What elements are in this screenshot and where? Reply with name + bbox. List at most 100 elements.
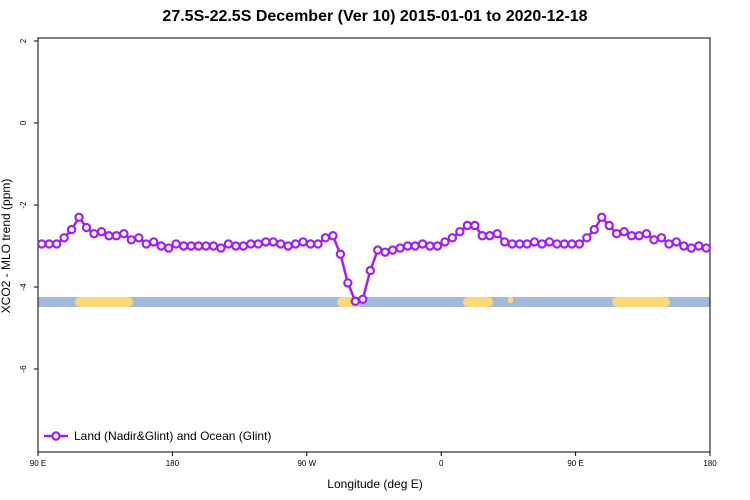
data-point: [37, 239, 47, 249]
data-point: [425, 241, 435, 251]
data-point: [305, 239, 316, 249]
data-point: [432, 241, 443, 251]
y-tick-label: -4: [19, 283, 28, 291]
x-tick-label: 90 E: [567, 459, 583, 468]
data-point: [499, 237, 510, 247]
data-point: [208, 241, 219, 251]
data-point: [402, 241, 413, 251]
surface-band: [38, 297, 710, 307]
data-point: [507, 239, 517, 249]
data-point: [358, 294, 368, 304]
data-point: [485, 231, 495, 241]
data-point: [313, 239, 323, 249]
data-point: [522, 239, 532, 249]
legend-marker: [51, 431, 61, 441]
data-point: [611, 228, 622, 239]
data-point: [671, 237, 682, 247]
data-point: [261, 237, 271, 247]
data-point: [417, 239, 428, 249]
data-point: [343, 278, 353, 288]
data-point: [649, 235, 659, 245]
data-point: [268, 237, 278, 247]
data-point: [186, 241, 196, 251]
data-point: [492, 228, 502, 239]
data-point: [126, 235, 137, 245]
data-point: [149, 237, 159, 247]
data-point: [455, 226, 465, 237]
data-point: [298, 237, 308, 247]
data-point: [567, 239, 577, 249]
land-segment: [508, 297, 513, 303]
data-point: [216, 243, 226, 253]
data-point: [470, 220, 480, 231]
data-point: [111, 231, 122, 241]
data-point: [641, 228, 652, 239]
data-point: [163, 243, 174, 253]
data-point: [373, 245, 383, 255]
legend: Land (Nadir&Glint) and Ocean (Glint): [44, 429, 271, 443]
data-point: [141, 239, 151, 249]
data-point: [679, 241, 689, 251]
y-tick-label: 0: [19, 120, 28, 125]
data-point: [335, 249, 346, 259]
data-point: [514, 239, 525, 249]
data-point: [477, 231, 487, 241]
y-tick-label: 2: [19, 38, 28, 43]
data-point: [574, 239, 585, 249]
legend-label: Land (Nadir&Glint) and Ocean (Glint): [74, 429, 271, 443]
data-point: [440, 237, 450, 247]
x-tick-label: 180: [166, 459, 180, 468]
land-segment: [612, 297, 670, 307]
data-point: [410, 241, 420, 251]
data-point: [656, 233, 667, 243]
land-segment: [75, 297, 133, 307]
data-point: [275, 239, 286, 249]
data-point: [283, 241, 293, 251]
data-point: [74, 212, 84, 222]
data-point: [380, 247, 390, 257]
data-point: [223, 239, 234, 249]
data-point: [626, 231, 637, 241]
data-point: [238, 241, 249, 251]
data-point: [387, 245, 398, 255]
data-point: [96, 226, 107, 237]
data-point: [552, 239, 562, 249]
data-point: [89, 228, 99, 239]
data-point: [559, 239, 570, 249]
data-point: [246, 239, 256, 249]
data-point: [395, 243, 405, 253]
data-point: [664, 239, 674, 249]
data-point: [178, 241, 189, 251]
ocean-band: [38, 297, 710, 307]
data-point: [201, 241, 211, 251]
x-tick-label: 90 E: [30, 459, 46, 468]
data-point: [231, 241, 241, 251]
data-point: [156, 241, 166, 251]
data-point: [350, 296, 361, 307]
data-point: [328, 231, 338, 241]
data-point: [537, 239, 547, 249]
data-point: [604, 220, 614, 231]
data-point: [44, 239, 54, 249]
data-point: [59, 233, 69, 243]
data-point: [686, 243, 697, 253]
data-point: [171, 239, 181, 249]
data-point: [134, 233, 144, 243]
data-point: [582, 233, 592, 243]
x-axis-label: Longitude (deg E): [327, 477, 422, 491]
data-point: [290, 239, 301, 249]
data-point: [462, 220, 473, 231]
y-tick-label: -6: [19, 365, 28, 373]
data-point: [589, 224, 599, 235]
data-point: [529, 237, 540, 247]
data-point: [66, 224, 77, 235]
data-point: [119, 228, 129, 239]
y-axis-label: XCO2 - MLO trend (ppm): [0, 179, 13, 314]
data-point: [365, 265, 375, 276]
data-point: [701, 243, 711, 253]
data-point: [619, 226, 629, 237]
land-segment: [463, 297, 493, 307]
data-point: [320, 233, 331, 243]
x-tick-label: 180: [703, 459, 717, 468]
x-tick-label: 0: [439, 459, 444, 468]
